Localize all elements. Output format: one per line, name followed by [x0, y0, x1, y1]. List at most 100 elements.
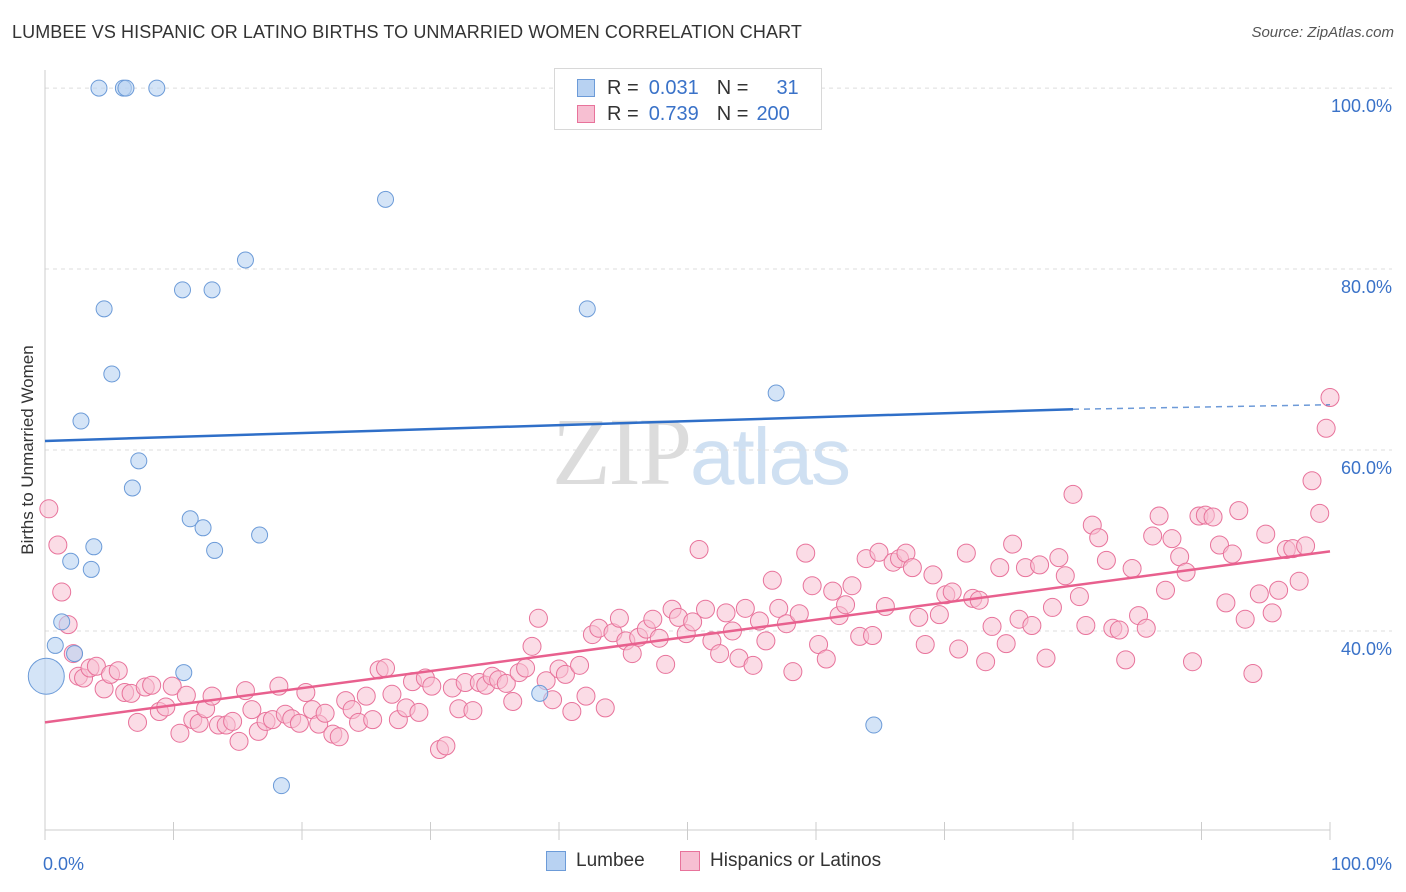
hispanic-point [289, 713, 309, 733]
lumbee-point [194, 519, 212, 537]
lumbee-point [27, 657, 65, 695]
hispanic-point [902, 558, 922, 578]
hispanic-point [86, 656, 106, 676]
hispanic-point [1136, 618, 1156, 638]
hispanic-point [376, 658, 396, 678]
hispanic-point [1296, 536, 1316, 556]
hispanic-trend-line [44, 550, 1331, 724]
hispanic-point [1109, 620, 1129, 640]
hispanic-point [48, 535, 68, 555]
hispanic-point [649, 628, 669, 648]
lumbee-point [181, 510, 199, 528]
hispanic-point [1030, 555, 1050, 575]
hispanic-point [142, 675, 162, 695]
hispanic-point [522, 636, 542, 656]
lumbee-point [206, 541, 224, 559]
hispanic-point [969, 590, 989, 610]
legend-row-hispanic: R = 0.739 N = 200 [577, 101, 790, 127]
hispanic-point [982, 616, 1002, 636]
hispanic-point [1289, 571, 1309, 591]
hispanic-point [170, 723, 190, 743]
hispanic-point [242, 700, 262, 720]
hispanic-r-value: 0.739 [648, 102, 699, 125]
lumbee-point [865, 716, 883, 734]
lumbee-point [72, 412, 90, 430]
hispanic-point [595, 698, 615, 718]
lumbee-point [53, 613, 71, 631]
hispanic-point [942, 582, 962, 602]
hispanic-point [1116, 650, 1136, 670]
lumbee-r-label: R = [607, 76, 639, 99]
hispanic-point [202, 686, 222, 706]
hispanic-point [1055, 566, 1075, 586]
lumbee-point [90, 79, 108, 97]
hispanic-point [52, 582, 72, 602]
hispanic-point [656, 654, 676, 674]
lumbee-swatch [577, 79, 595, 97]
lumbee-point [82, 560, 100, 578]
hispanic-point [1156, 580, 1176, 600]
hispanic-point [162, 676, 182, 696]
hispanic-point [409, 702, 429, 722]
hispanic-point [836, 595, 856, 615]
lumbee-point [531, 684, 549, 702]
hispanic-point [915, 635, 935, 655]
chart-title: LUMBEE VS HISPANIC OR LATINO BIRTHS TO U… [12, 22, 802, 42]
hispanic-point [842, 576, 862, 596]
legend-lumbee-swatch [546, 851, 566, 871]
hispanic-point [643, 609, 663, 629]
lumbee-trend-extension [1072, 404, 1331, 411]
lumbee-point [62, 552, 80, 570]
hispanic-point [863, 625, 883, 645]
hispanic-point [363, 710, 383, 730]
y-axis-label-wrap: Births to Unmarried Women [16, 150, 40, 750]
lumbee-point [46, 636, 64, 654]
y-tick-label-60: 60.0% [1341, 458, 1392, 478]
hispanic-point [1262, 603, 1282, 623]
hispanic-point [422, 676, 442, 696]
lumbee-point [236, 251, 254, 269]
hispanic-n-value: 200 [756, 102, 790, 125]
hispanic-swatch [577, 105, 595, 123]
lumbee-n-label: N = [716, 76, 749, 99]
y-tick-label-40: 40.0% [1341, 639, 1392, 659]
hispanic-point [1042, 597, 1062, 617]
legend-row-lumbee: R = 0.031 N = 31 [577, 75, 799, 101]
hispanic-point [1003, 534, 1023, 554]
hispanic-point [869, 542, 889, 562]
hispanic-point [1162, 529, 1182, 549]
lumbee-point [203, 281, 221, 299]
hispanic-point [1320, 388, 1340, 408]
watermark-atlas: atlas [690, 412, 851, 501]
lumbee-point [117, 79, 135, 97]
lumbee-point [66, 645, 84, 663]
hispanic-point [956, 543, 976, 563]
y-tick-label-80: 80.0% [1341, 277, 1392, 297]
hispanic-point [39, 499, 59, 519]
hispanic-point [1310, 503, 1330, 523]
hispanic-point [1076, 616, 1096, 636]
watermark-zip: ZIP [552, 398, 692, 505]
hispanic-point [735, 598, 755, 618]
hispanic-point [1243, 663, 1263, 683]
hispanic-point [1183, 652, 1203, 672]
hispanic-point [990, 558, 1010, 578]
hispanic-point [1209, 535, 1229, 555]
lumbee-point [767, 384, 785, 402]
hispanic-point [923, 565, 943, 585]
hispanic-point [315, 703, 335, 723]
lumbee-point [251, 526, 269, 544]
hispanic-point [783, 662, 803, 682]
hispanic-point [570, 655, 590, 675]
hispanic-point [1235, 609, 1255, 629]
hispanic-point [223, 711, 243, 731]
legend-item-lumbee: Lumbee [546, 850, 645, 872]
lumbee-point [175, 664, 193, 682]
hispanic-point [562, 701, 582, 721]
hispanic-point [1149, 506, 1169, 526]
hispanic-point [976, 652, 996, 672]
series-legend: Lumbee Hispanics or Latinos [0, 850, 1406, 880]
y-tick-label-100: 100.0% [1331, 96, 1392, 116]
legend-lumbee-label: Lumbee [576, 850, 645, 871]
